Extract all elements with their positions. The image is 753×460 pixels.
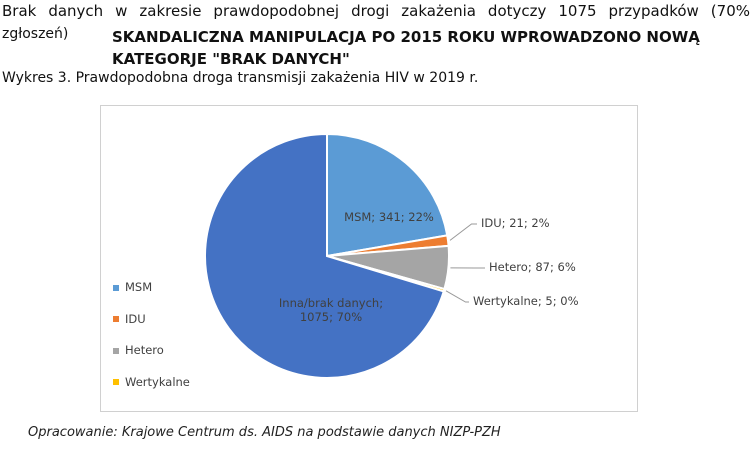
data-label: MSM; 341; 22% xyxy=(344,210,434,224)
pie-slice xyxy=(204,132,445,379)
data-label: Hetero; 87; 6% xyxy=(489,260,576,274)
data-label: IDU; 21; 2% xyxy=(481,216,550,230)
legend-entry: MSM xyxy=(113,280,152,294)
legend-swatch xyxy=(113,284,119,291)
legend-swatch xyxy=(113,347,119,354)
legend-swatch xyxy=(113,316,119,322)
legend-entry: IDU xyxy=(113,312,146,326)
leader-line xyxy=(445,290,469,303)
footer: Opracowanie: Krajowe Centrum ds. AIDS na… xyxy=(28,425,501,440)
headline: KATEGORJE "BRAK DANYCH" xyxy=(112,50,350,68)
legend-label: Hetero xyxy=(125,343,164,357)
caption: Wykres 3. Prawdopodobna droga transmisji… xyxy=(2,70,479,86)
legend-label: MSM xyxy=(125,280,153,294)
intro-text: Brak danych w zakresie prawdopodobnej dr… xyxy=(2,2,750,20)
legend-swatch xyxy=(113,379,119,385)
intro-text-end: zgłoszeń) xyxy=(2,26,69,42)
headline: SKANDALICZNA MANIPULACJA PO 2015 ROKU WP… xyxy=(112,28,700,46)
leader-line xyxy=(449,223,477,241)
legend-entry: Wertykalne xyxy=(113,375,190,389)
data-label: Inna/brak danych; 1075; 70% xyxy=(278,296,384,324)
pie-canvas xyxy=(204,132,485,379)
pie-slice xyxy=(326,132,449,258)
legend-label: IDU xyxy=(125,311,146,326)
legend-label: Wertykalne xyxy=(125,374,190,389)
legend-entry: Hetero xyxy=(113,343,164,357)
chart: MSM; 341; 22% IDU; 21; 2% Hetero; 87; 6% We… xyxy=(100,105,638,412)
data-label: Wertykalne; 5; 0% xyxy=(473,294,579,308)
